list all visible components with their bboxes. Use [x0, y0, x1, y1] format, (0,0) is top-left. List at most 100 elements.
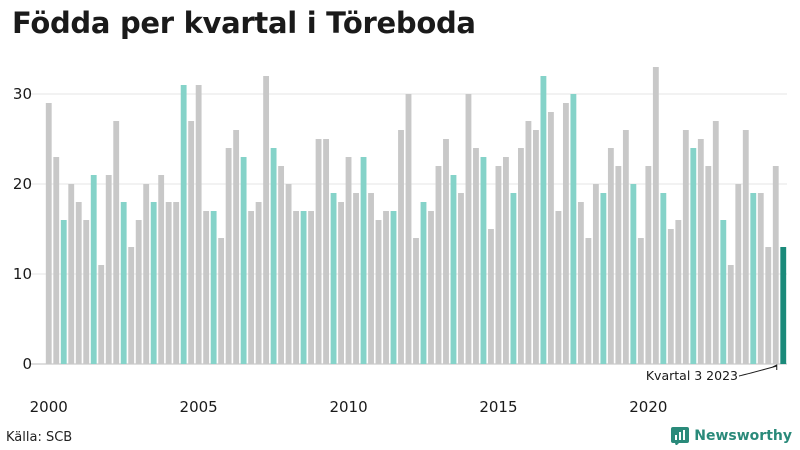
bar — [120, 202, 127, 364]
bar — [720, 220, 727, 364]
bar — [150, 202, 157, 364]
brand-logo[interactable]: Newsworthy — [671, 427, 792, 445]
x-tick-label: 2015 — [479, 398, 517, 416]
bar — [293, 211, 300, 364]
bar — [652, 67, 659, 364]
bar — [90, 175, 97, 364]
bar — [300, 211, 307, 364]
bar — [607, 148, 614, 364]
bar — [308, 211, 314, 364]
chart-title: Födda per kvartal i Töreboda — [12, 6, 476, 40]
bar — [323, 139, 329, 364]
bar — [772, 166, 779, 364]
bar — [75, 202, 82, 364]
bar — [630, 184, 637, 364]
bar — [750, 193, 757, 364]
bar — [555, 211, 562, 364]
x-tick-label: 2010 — [329, 398, 367, 416]
y-tick-label: 0 — [22, 355, 32, 373]
bar — [390, 211, 397, 364]
bar — [195, 85, 202, 364]
bar — [368, 193, 374, 364]
bar — [420, 202, 427, 364]
bar — [712, 121, 719, 364]
x-tick-label: 2005 — [180, 398, 218, 416]
bar — [330, 193, 337, 364]
y-tick-label: 30 — [13, 85, 32, 103]
annotation: Kvartal 3 2023 — [646, 364, 778, 383]
bar-chart-icon — [671, 427, 690, 445]
x-tick-label: 2000 — [30, 398, 68, 416]
bar — [233, 130, 240, 364]
bar — [338, 202, 344, 364]
bar — [188, 121, 195, 364]
bar — [315, 139, 322, 364]
bar — [615, 166, 622, 364]
bar — [675, 220, 682, 364]
bar — [525, 121, 532, 364]
bar — [278, 166, 285, 364]
bar — [53, 157, 60, 364]
bar — [255, 202, 262, 364]
bar — [465, 94, 472, 364]
bar — [705, 166, 712, 364]
bar — [435, 166, 442, 364]
bar — [180, 85, 187, 364]
bar — [690, 148, 697, 364]
annotation-label: Kvartal 3 2023 — [646, 368, 738, 383]
bar — [225, 148, 232, 364]
bar — [210, 211, 217, 364]
bar — [60, 220, 67, 364]
bar — [518, 148, 524, 364]
bar — [360, 157, 367, 364]
bar — [458, 193, 464, 364]
source-text: Källa: SCB — [6, 430, 73, 445]
brand-name: Newsworthy — [694, 428, 792, 444]
bar — [263, 76, 270, 364]
bar — [637, 238, 644, 364]
bar — [667, 229, 674, 364]
x-tick-label: 2020 — [629, 398, 667, 416]
bar — [398, 130, 404, 364]
bar — [503, 157, 509, 364]
bar — [285, 184, 292, 364]
bar — [128, 247, 135, 364]
bar — [682, 130, 689, 364]
y-tick-labels: 0 10 20 30 — [13, 85, 32, 373]
bar — [105, 175, 112, 364]
bar — [248, 211, 255, 364]
bar — [622, 130, 629, 364]
bar — [173, 202, 180, 364]
bar — [113, 121, 120, 364]
bar — [727, 265, 734, 364]
bar — [428, 211, 434, 364]
bar — [158, 175, 165, 364]
bar — [645, 166, 652, 364]
bar — [765, 247, 772, 364]
bar — [533, 130, 539, 364]
bar — [757, 193, 764, 364]
bar — [562, 103, 569, 364]
annotation-arrowhead — [772, 364, 778, 370]
bar — [780, 247, 787, 364]
bar — [353, 193, 359, 364]
x-tick-labels: 2000 2005 2010 2015 2020 — [30, 398, 668, 416]
bar — [660, 193, 667, 364]
bar — [135, 220, 142, 364]
bar — [495, 166, 502, 364]
bar — [540, 76, 547, 364]
bar — [570, 94, 577, 364]
bar — [735, 184, 742, 364]
bar — [577, 202, 584, 364]
bar — [510, 193, 517, 364]
bar — [443, 139, 449, 364]
bar — [592, 184, 599, 364]
bar — [375, 220, 382, 364]
bar — [240, 157, 247, 364]
bar — [697, 139, 704, 364]
bar — [165, 202, 172, 364]
bar — [68, 184, 75, 364]
y-tick-label: 20 — [13, 175, 32, 193]
bar — [585, 238, 592, 364]
